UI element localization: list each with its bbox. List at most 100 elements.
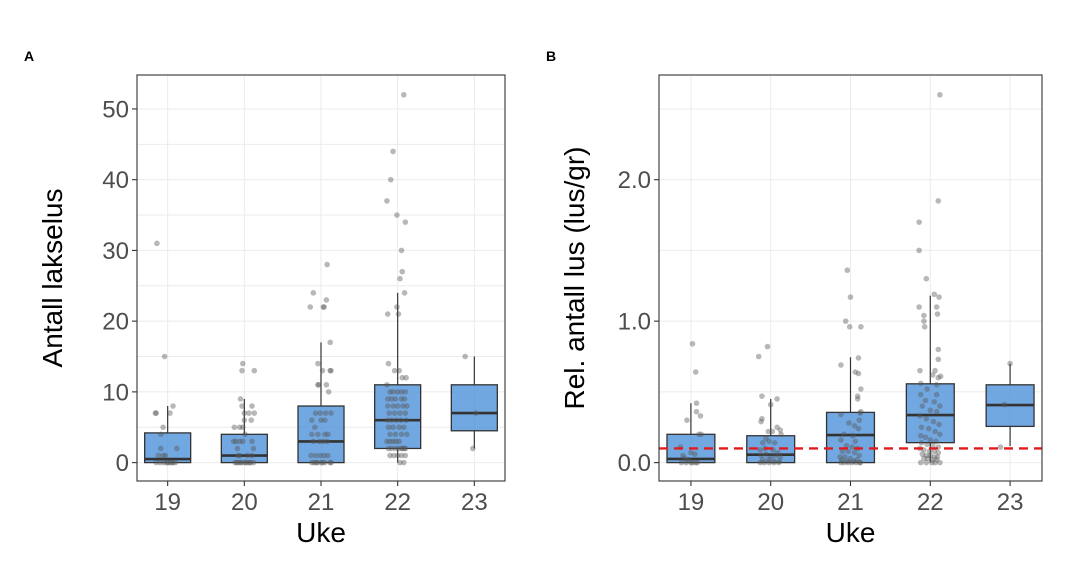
- data-point: [237, 459, 244, 466]
- data-point: [921, 312, 927, 319]
- data-point: [856, 452, 863, 459]
- data-point: [930, 418, 937, 425]
- data-point: [766, 459, 772, 466]
- data-point: [917, 413, 923, 419]
- data-point: [385, 445, 392, 452]
- data-point: [847, 455, 854, 462]
- data-point: [838, 411, 844, 418]
- panel-a-label: A: [24, 48, 34, 64]
- data-point: [922, 434, 929, 440]
- data-point: [841, 431, 847, 438]
- data-point: [917, 391, 924, 398]
- data-point: [851, 449, 858, 456]
- data-point: [757, 459, 764, 466]
- data-point: [324, 261, 330, 268]
- data-point: [935, 374, 942, 381]
- x-tick-label: 21: [308, 489, 335, 516]
- data-point: [775, 449, 781, 456]
- data-point: [855, 425, 862, 432]
- data-point: [398, 445, 405, 452]
- data-point: [758, 452, 764, 459]
- data-point: [249, 438, 255, 445]
- data-point: [917, 380, 924, 387]
- data-point: [931, 398, 938, 405]
- data-point: [320, 438, 327, 445]
- data-point: [251, 410, 258, 416]
- data-point: [246, 459, 253, 466]
- data-point: [390, 148, 396, 155]
- y-tick-label: 0.0: [618, 450, 651, 477]
- data-point: [152, 410, 159, 416]
- data-point: [842, 454, 848, 460]
- data-point: [320, 304, 327, 310]
- data-point: [852, 369, 859, 375]
- data-point: [916, 247, 922, 254]
- data-point: [321, 452, 327, 459]
- data-point: [384, 396, 391, 402]
- data-point: [308, 452, 314, 459]
- data-point: [393, 438, 399, 445]
- data-point: [315, 382, 322, 388]
- data-point: [397, 275, 403, 282]
- data-point: [936, 421, 942, 428]
- panel-b-points: [677, 92, 1013, 466]
- data-point: [392, 445, 399, 452]
- data-point: [854, 456, 860, 463]
- data-point: [322, 417, 328, 423]
- data-point: [242, 431, 248, 438]
- data-point: [162, 452, 169, 459]
- y-tick-label: 20: [102, 309, 129, 336]
- data-point: [244, 452, 251, 459]
- data-point: [688, 449, 694, 456]
- data-point: [397, 417, 404, 423]
- data-point: [312, 452, 319, 459]
- x-tick-label: 19: [678, 489, 705, 516]
- x-tick-label: 21: [837, 489, 864, 516]
- data-point: [325, 452, 331, 459]
- data-point: [402, 410, 409, 416]
- data-point: [388, 417, 395, 423]
- data-point: [402, 219, 409, 225]
- data-point: [844, 267, 851, 274]
- data-point: [309, 459, 315, 466]
- data-point: [327, 459, 334, 466]
- data-point: [403, 417, 409, 423]
- data-point: [937, 459, 943, 466]
- data-point: [318, 459, 324, 466]
- data-point: [230, 438, 237, 445]
- data-point: [473, 410, 479, 416]
- data-point: [241, 410, 248, 416]
- data-point: [161, 353, 168, 360]
- data-point: [841, 459, 847, 466]
- y-tick-label: 1.0: [618, 309, 651, 336]
- data-point: [240, 360, 246, 367]
- data-point: [398, 452, 405, 459]
- data-point: [838, 362, 844, 368]
- data-point: [761, 459, 768, 466]
- data-point: [399, 374, 406, 381]
- data-point: [391, 410, 398, 416]
- data-point: [388, 445, 395, 452]
- data-point: [916, 219, 922, 225]
- data-point: [767, 454, 774, 460]
- data-point: [310, 438, 317, 445]
- data-point: [765, 428, 772, 435]
- data-point: [390, 403, 396, 409]
- data-point: [697, 413, 704, 419]
- data-point: [385, 424, 392, 431]
- y-tick-label: 10: [102, 379, 129, 406]
- data-point: [232, 459, 238, 466]
- data-point: [776, 458, 783, 464]
- data-point: [324, 438, 330, 445]
- data-point: [937, 92, 943, 98]
- data-point: [168, 459, 175, 466]
- data-point: [235, 459, 241, 466]
- data-point: [309, 417, 315, 423]
- data-point: [843, 442, 850, 449]
- data-point: [398, 247, 405, 254]
- panel-b-x-axis-title: Uke: [826, 517, 876, 548]
- data-point: [160, 452, 166, 459]
- data-point: [172, 459, 179, 466]
- data-point: [937, 373, 944, 380]
- data-point: [678, 459, 685, 466]
